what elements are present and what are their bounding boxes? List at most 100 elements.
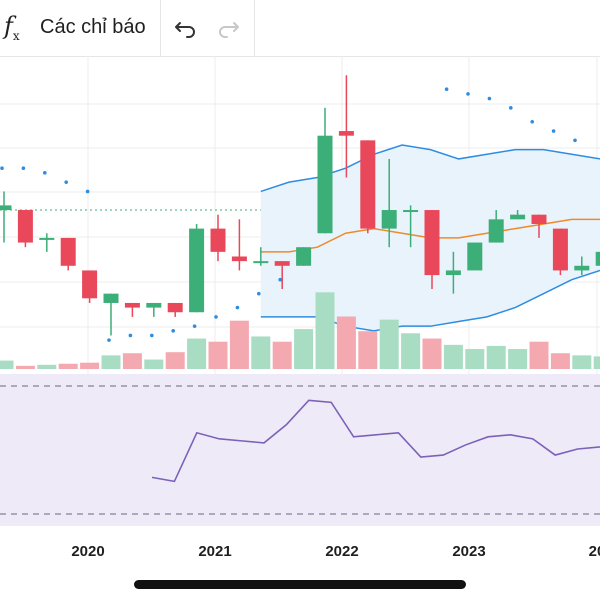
sar-dot [171, 329, 175, 333]
candle-body [467, 242, 483, 271]
oscillator-background [0, 374, 600, 526]
candle-body [296, 247, 312, 266]
volume-bar [208, 341, 228, 369]
candle-body [274, 261, 290, 266]
candle-body [510, 214, 526, 220]
volume-bar [80, 362, 100, 369]
candle-body [124, 302, 140, 308]
sar-dot [43, 171, 47, 175]
candle-body [381, 210, 397, 229]
candle-body [189, 228, 205, 313]
parabolic-sar-dots [0, 87, 577, 342]
candle-body [146, 302, 162, 308]
sar-dot [487, 96, 492, 101]
chart-toolbar: fx Các chỉ báo [0, 0, 600, 57]
x-axis-label: 2022 [325, 543, 358, 560]
volume-bar [58, 363, 78, 369]
sar-dot [21, 166, 26, 171]
volume-bar [0, 360, 14, 369]
sar-dot [573, 138, 577, 143]
candle-body [253, 261, 269, 264]
x-axis-label: 20 [589, 543, 600, 560]
sar-dot [466, 92, 470, 96]
toolbar-divider [160, 0, 161, 56]
x-axis-label: 2021 [198, 543, 231, 560]
volume-bar [465, 349, 485, 369]
candle-body [317, 135, 333, 234]
sar-dot [64, 180, 68, 184]
volume-bar [101, 355, 121, 369]
sar-dot [128, 333, 133, 338]
sar-dot [235, 305, 240, 310]
candle-body [167, 302, 183, 313]
candle-body [403, 210, 419, 213]
volume-bar [315, 292, 335, 369]
volume-bar [593, 356, 600, 369]
candle-body [82, 270, 98, 299]
candle-body [445, 270, 461, 276]
sar-dot [530, 119, 534, 124]
sar-dot [150, 333, 154, 338]
toolbar-divider [254, 0, 255, 56]
volume-bar [165, 352, 185, 369]
volume-bar [529, 341, 549, 369]
redo-icon[interactable] [214, 14, 242, 42]
volume-bar [443, 344, 463, 369]
sar-dot [257, 291, 261, 296]
price-chart[interactable]: 2020 2021 2022 2023 20 [0, 56, 600, 570]
candle-body [231, 256, 247, 262]
x-axis-label: 2023 [452, 543, 485, 560]
volume-bar [251, 336, 271, 369]
volume-bar [37, 364, 57, 369]
candle-body [17, 210, 33, 243]
candlesticks [0, 75, 600, 336]
candle-body [488, 219, 504, 243]
home-indicator-area [0, 570, 600, 600]
undo-icon[interactable] [172, 14, 200, 42]
oscillator-line [151, 399, 600, 483]
oscillator-pane [0, 374, 600, 526]
volume-bar [15, 365, 35, 369]
candle-body [424, 210, 440, 276]
candle-body [338, 131, 354, 136]
x-axis-label: 2020 [71, 543, 104, 560]
volume-bar [550, 353, 570, 369]
candle-body [210, 228, 226, 252]
volume-bar [379, 319, 399, 369]
sar-dot [444, 87, 449, 92]
candle-body [552, 228, 568, 271]
sar-dot [192, 324, 197, 328]
fx-icon[interactable]: fx [4, 12, 20, 43]
sar-dot [0, 166, 4, 171]
volume-bar [272, 341, 292, 369]
bollinger-upper-line [260, 144, 600, 193]
volume-bars [0, 292, 600, 369]
volume-bar [187, 338, 207, 369]
volume-bar [508, 349, 528, 369]
candle-body [574, 265, 590, 271]
home-indicator [134, 580, 466, 589]
volume-bar [336, 316, 356, 369]
indicators-button-label[interactable]: Các chỉ báo [40, 16, 146, 38]
volume-bar [486, 345, 506, 369]
candle-body [360, 140, 376, 229]
volume-bar [144, 359, 164, 369]
volume-bar [294, 329, 314, 369]
x-axis: 2020 2021 2022 2023 20 [71, 543, 600, 560]
candle-body [39, 237, 55, 240]
sar-dot [509, 106, 513, 110]
volume-bar [229, 320, 249, 369]
volume-bar [401, 333, 421, 369]
candle-body [595, 251, 600, 266]
sar-dot [278, 277, 283, 282]
volume-bar [122, 353, 142, 369]
sar-dot [107, 338, 111, 342]
candle-body [103, 293, 119, 303]
candle-body [60, 237, 76, 266]
volume-bar [572, 355, 592, 369]
volume-bar [358, 331, 378, 369]
candle-body [0, 205, 12, 211]
volume-bar [422, 338, 442, 369]
sar-dot [85, 189, 90, 194]
candle-body [531, 214, 547, 224]
